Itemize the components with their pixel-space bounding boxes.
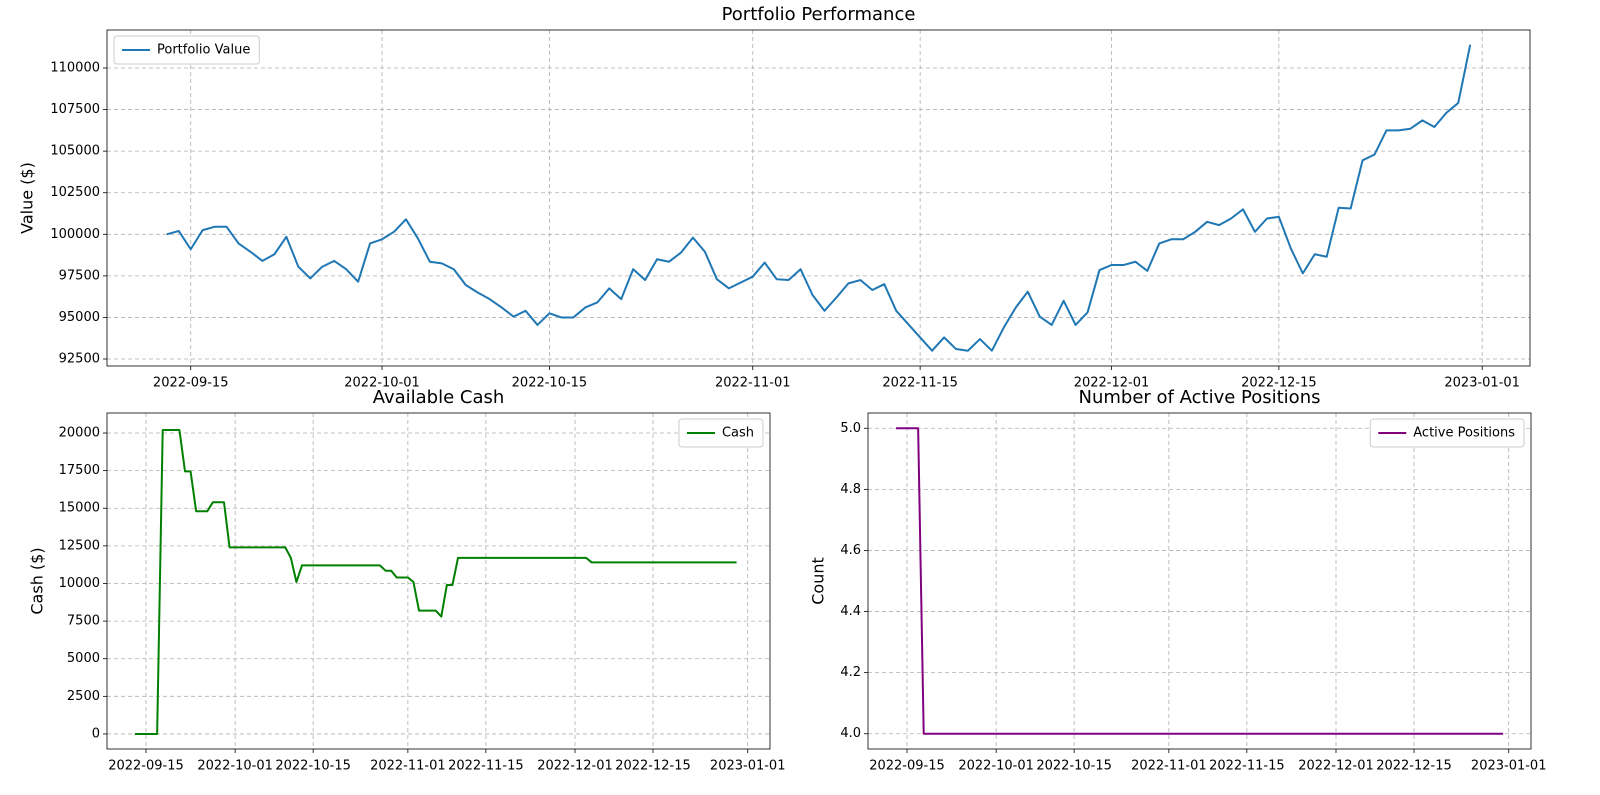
y-tick-label: 100000 <box>50 227 100 242</box>
legend-box <box>1369 418 1525 448</box>
x-tick-label: 2022-12-01 <box>1074 376 1150 391</box>
x-tick-label: 2022-10-15 <box>275 759 351 774</box>
x-tick-label: 2022-11-15 <box>448 759 524 774</box>
legend-label: Cash <box>722 426 754 441</box>
legend-box <box>678 418 764 448</box>
y-tick-label: 107500 <box>50 102 100 117</box>
x-tick-label: 2022-10-15 <box>1036 759 1112 774</box>
chart-title: Portfolio Performance <box>722 4 916 25</box>
y-tick-label: 20000 <box>59 426 100 441</box>
x-tick-label: 2022-09-15 <box>153 376 229 391</box>
legend-label: Portfolio Value <box>157 43 250 58</box>
y-tick-label: 4.4 <box>840 604 861 619</box>
x-tick-label: 2022-12-15 <box>1241 376 1317 391</box>
series-line <box>895 427 1504 735</box>
axes-frame <box>106 29 1531 367</box>
legend: Active Positions <box>1369 418 1525 448</box>
x-tick-label: 2022-12-15 <box>615 759 691 774</box>
y-tick-label: 102500 <box>50 185 100 200</box>
x-tick-label: 2022-12-01 <box>1298 759 1374 774</box>
y-tick-label: 5.0 <box>840 421 861 436</box>
series-line <box>166 44 1472 352</box>
series-line <box>134 429 737 735</box>
y-tick-label: 105000 <box>50 144 100 159</box>
y-tick-label: 4.6 <box>840 543 861 558</box>
y-tick-label: 4.2 <box>840 665 861 680</box>
y-tick-label: 4.0 <box>840 726 861 741</box>
legend-label: Active Positions <box>1413 426 1515 441</box>
legend-box <box>113 35 260 65</box>
x-tick-label: 2022-11-15 <box>1209 759 1285 774</box>
x-tick-label: 2022-10-01 <box>958 759 1034 774</box>
x-tick-label: 2023-01-01 <box>1444 376 1520 391</box>
y-tick-label: 12500 <box>59 538 100 553</box>
y-tick-label: 2500 <box>67 689 100 704</box>
y-axis-label: Cash ($) <box>28 547 47 614</box>
y-tick-label: 15000 <box>59 501 100 516</box>
axes-frame <box>106 412 771 750</box>
y-tick-label: 10000 <box>59 576 100 591</box>
y-tick-label: 4.8 <box>840 482 861 497</box>
x-tick-label: 2023-01-01 <box>1471 759 1547 774</box>
y-tick-label: 17500 <box>59 463 100 478</box>
y-tick-label: 95000 <box>59 310 100 325</box>
y-axis-label: Value ($) <box>18 162 37 234</box>
x-tick-label: 2022-09-15 <box>869 759 945 774</box>
x-tick-label: 2022-10-01 <box>344 376 420 391</box>
x-tick-label: 2022-10-15 <box>512 376 588 391</box>
y-tick-label: 110000 <box>50 60 100 75</box>
y-tick-label: 0 <box>92 726 100 741</box>
y-tick-label: 7500 <box>67 614 100 629</box>
x-tick-label: 2022-11-01 <box>715 376 791 391</box>
x-tick-label: 2022-11-01 <box>370 759 446 774</box>
axes-frame <box>867 412 1532 750</box>
y-tick-label: 97500 <box>59 268 100 283</box>
x-tick-label: 2022-11-15 <box>882 376 958 391</box>
legend: Cash <box>678 418 764 448</box>
x-tick-label: 2022-10-01 <box>197 759 273 774</box>
legend: Portfolio Value <box>113 35 260 65</box>
x-tick-label: 2022-12-15 <box>1376 759 1452 774</box>
x-tick-label: 2022-09-15 <box>108 759 184 774</box>
chart-title: Number of Active Positions <box>1079 387 1321 408</box>
chart-title: Available Cash <box>373 387 505 408</box>
y-tick-label: 5000 <box>67 651 100 666</box>
x-tick-label: 2023-01-01 <box>710 759 786 774</box>
x-tick-label: 2022-12-01 <box>537 759 613 774</box>
y-axis-label: Count <box>809 557 828 605</box>
x-tick-label: 2022-11-01 <box>1131 759 1207 774</box>
y-tick-label: 92500 <box>59 352 100 367</box>
